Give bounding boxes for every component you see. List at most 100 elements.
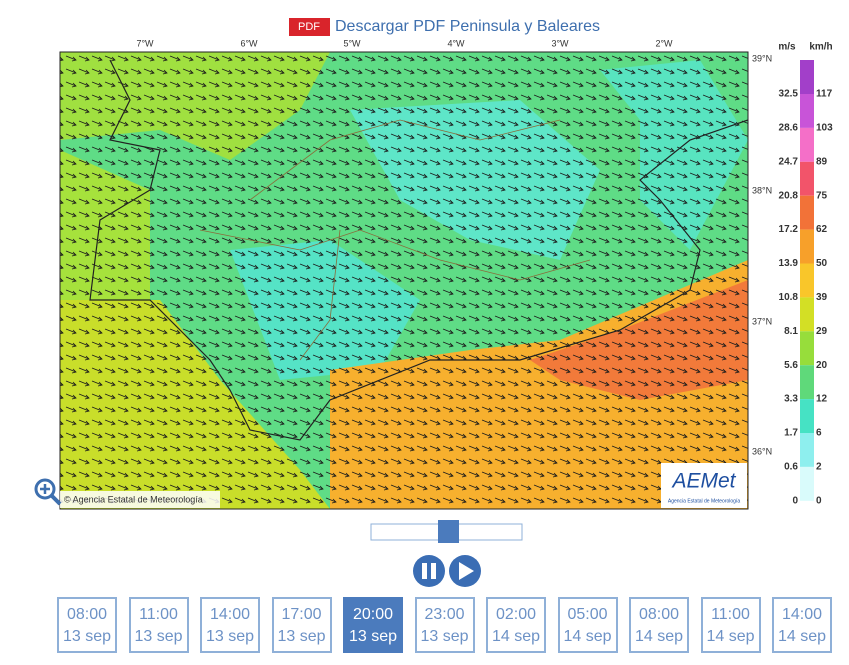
legend-unit: km/h	[809, 42, 832, 53]
time-time[interactable]: 14:00	[781, 606, 823, 623]
zoom-button[interactable]	[34, 478, 62, 506]
legend-swatch	[800, 365, 814, 400]
legend-ms: 10.8	[779, 292, 799, 303]
logo-name: AEMet	[670, 470, 736, 493]
copyright-box	[60, 491, 220, 508]
legend-kmh: 62	[816, 224, 828, 235]
legend-swatch	[800, 127, 814, 162]
legend-swatch	[800, 399, 814, 433]
longitude-label: 6°W	[240, 38, 258, 48]
legend-swatch	[800, 229, 814, 264]
legend-swatch	[800, 263, 814, 298]
time-button[interactable]: 14:00 13 sep	[200, 597, 260, 653]
legend-ms: 24.7	[779, 156, 799, 167]
time-date[interactable]: 13 sep	[134, 628, 183, 645]
time-time[interactable]: 14:00	[209, 606, 251, 623]
longitude-label: 5°W	[343, 38, 361, 48]
legend-swatch	[800, 466, 814, 501]
time-button[interactable]: 17:00 13 sep	[271, 597, 332, 653]
pause-button[interactable]	[413, 555, 445, 587]
time-date[interactable]: 14 sep	[491, 628, 541, 645]
longitude-label: 7°W	[136, 38, 154, 48]
time-time[interactable]: 08:00	[638, 606, 680, 623]
legend-kmh: 103	[816, 123, 833, 134]
time-date[interactable]: 13 sep	[205, 628, 255, 645]
download-title[interactable]: Descargar PDF Peninsula y Baleares	[335, 18, 600, 35]
play-button[interactable]	[449, 555, 481, 587]
time-date[interactable]: 13 sep	[348, 628, 398, 645]
legend-kmh: 39	[816, 292, 828, 303]
time-time[interactable]: 20:00	[352, 606, 394, 623]
wind-map	[60, 52, 748, 509]
pdf-badge[interactable]	[289, 18, 330, 36]
time-button[interactable]: 14:00 14 sep	[772, 597, 832, 653]
time-button[interactable]: 08:00 14 sep	[629, 597, 689, 653]
time-button[interactable]: 23:00 13 sep	[414, 597, 475, 653]
map-frame	[59, 51, 749, 510]
legend-ms: 32.5	[779, 89, 799, 100]
time-button[interactable]: 08:00 13 sep	[57, 597, 117, 653]
time-date[interactable]: 13 sep	[420, 628, 469, 645]
time-button[interactable]: 02:00 14 sep	[486, 597, 546, 653]
time-time[interactable]: 17:00	[281, 606, 322, 623]
legend-ms: 8.1	[784, 326, 798, 337]
legend-kmh: 29	[816, 326, 828, 337]
legend-kmh: 2	[816, 462, 822, 473]
legend-kmh: 12	[816, 394, 828, 405]
latitude-label: 39°N	[752, 53, 772, 63]
legend-unit: m/s	[778, 42, 796, 53]
legend-kmh: 20	[816, 360, 828, 371]
time-date[interactable]: 14 sep	[634, 628, 684, 645]
latitude-label: 36°N	[752, 446, 772, 456]
time-time[interactable]: 11:00	[139, 606, 178, 623]
legend-kmh: 50	[816, 258, 828, 269]
time-date[interactable]: 14 sep	[706, 628, 755, 645]
legend-swatch	[800, 94, 814, 128]
logo-box	[661, 463, 747, 508]
legend-swatch	[800, 433, 814, 467]
longitude-label: 2°W	[655, 38, 673, 48]
time-time[interactable]: 23:00	[424, 606, 465, 623]
slider-thumb[interactable]	[438, 520, 459, 543]
time-date[interactable]: 13 sep	[62, 628, 112, 645]
legend-ms: 13.9	[779, 258, 799, 269]
legend-ms: 0	[792, 495, 798, 506]
legend-swatch	[800, 195, 814, 230]
time-time[interactable]: 02:00	[495, 606, 537, 623]
legend-kmh: 75	[816, 190, 828, 201]
logo-subtitle: Agencia Estatal de Meteorología	[668, 498, 740, 504]
time-time[interactable]: 08:00	[66, 606, 108, 623]
legend-kmh: 117	[816, 89, 833, 100]
time-button[interactable]: 11:00 14 sep	[700, 597, 761, 653]
legend-swatch	[800, 60, 814, 94]
longitude-label: 3°W	[551, 38, 569, 48]
time-button[interactable]: 11:00 13 sep	[128, 597, 189, 653]
time-date[interactable]: 13 sep	[277, 628, 326, 645]
legend-ms: 5.6	[784, 360, 798, 371]
legend-ms: 28.6	[779, 123, 799, 134]
legend-ms: 0.6	[784, 462, 798, 473]
latitude-label: 38°N	[752, 185, 772, 195]
legend-ms: 17.2	[779, 224, 799, 235]
legend-swatch	[800, 161, 814, 196]
time-date[interactable]: 14 sep	[777, 628, 827, 645]
time-time[interactable]: 11:00	[711, 606, 750, 623]
legend-ms: 20.8	[779, 190, 799, 201]
time-button[interactable]: 05:00 14 sep	[557, 597, 618, 653]
legend-kmh: 6	[816, 428, 822, 439]
legend-swatch	[800, 331, 814, 366]
time-time[interactable]: 05:00	[567, 606, 608, 623]
map-viewer: PDF Descargar PDF Peninsula y Baleares A…	[34, 18, 833, 587]
time-button[interactable]: 20:00 13 sep	[343, 597, 403, 653]
time-date[interactable]: 14 sep	[563, 628, 612, 645]
legend-kmh: 89	[816, 156, 828, 167]
copyright: © Agencia Estatal de Meteorología	[64, 494, 203, 504]
pdf-badge-text[interactable]: PDF	[298, 21, 320, 33]
longitude-label: 4°W	[447, 38, 465, 48]
legend-swatch	[800, 297, 814, 332]
legend-ms: 3.3	[784, 394, 798, 405]
latitude-label: 37°N	[752, 316, 772, 326]
legend-ms: 1.7	[784, 428, 798, 439]
legend-kmh: 0	[816, 495, 822, 506]
